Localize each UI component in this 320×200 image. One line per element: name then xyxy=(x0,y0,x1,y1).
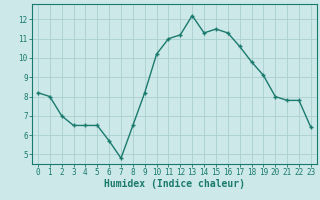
X-axis label: Humidex (Indice chaleur): Humidex (Indice chaleur) xyxy=(104,179,245,189)
